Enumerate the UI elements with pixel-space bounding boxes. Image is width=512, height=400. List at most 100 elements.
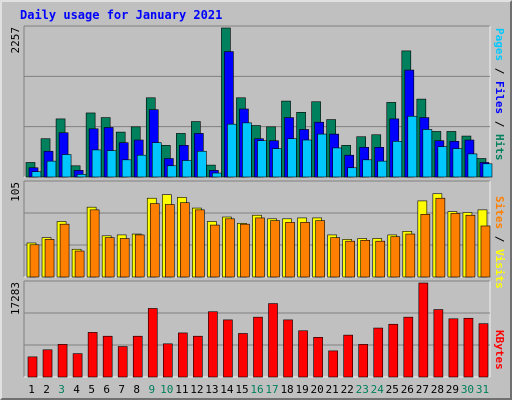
kbytes-bar <box>162 343 173 378</box>
kbytes-bar <box>208 311 218 378</box>
sites-bar <box>59 223 70 278</box>
sites-bar <box>450 213 461 278</box>
pages-bar <box>91 149 102 178</box>
sites-bar <box>210 224 220 278</box>
pages-bar <box>287 138 297 178</box>
sites-bar <box>435 197 446 278</box>
sites-bar <box>465 214 476 278</box>
pages-bar <box>347 167 357 178</box>
day-label: 15 <box>235 383 248 396</box>
sites-bar <box>119 238 130 278</box>
kbytes-bar <box>57 344 68 378</box>
sites-bar <box>285 222 295 278</box>
pages-bar <box>227 123 237 178</box>
day-label: 18 <box>280 383 293 396</box>
kbytes-bar <box>463 317 474 378</box>
pages-bar <box>136 154 147 178</box>
pages-bar <box>362 159 373 178</box>
sites-bar <box>104 237 115 278</box>
kbytes-bar <box>27 356 38 378</box>
sites-bar <box>44 239 55 278</box>
sites-bar <box>480 225 491 278</box>
sites-bar <box>300 222 310 278</box>
pages-bar <box>422 129 433 178</box>
sites-bar <box>330 237 340 278</box>
pages-bar <box>242 122 252 178</box>
kbytes-bar <box>238 333 248 378</box>
legend-kbytes: KBytes <box>493 330 506 370</box>
kbytes-bar <box>283 319 293 378</box>
day-label: 24 <box>371 383 385 396</box>
sites-bar <box>360 239 371 278</box>
kbytes-bar <box>102 335 113 378</box>
sites-bar <box>345 240 355 278</box>
pages-bar <box>257 140 267 178</box>
day-label: 8 <box>133 383 140 396</box>
y-max-label: 2257 <box>9 27 22 54</box>
day-label: 11 <box>175 383 188 396</box>
day-label: 22 <box>341 383 354 396</box>
kbytes-bar <box>403 316 414 378</box>
day-label: 3 <box>58 383 65 396</box>
day-label: 7 <box>118 383 125 396</box>
pages-bar <box>332 147 342 178</box>
chart-title: Daily usage for January 2021 <box>20 8 222 22</box>
legend-hits: Hits <box>493 134 506 161</box>
legend-files: Files <box>493 81 506 114</box>
pages-bar <box>407 115 418 178</box>
kbytes-bar <box>343 334 353 378</box>
y-max-label: 105 <box>9 182 22 202</box>
pages-bar <box>166 165 177 178</box>
kbytes-bar <box>358 344 369 378</box>
sites-bar <box>315 220 325 278</box>
day-label: 10 <box>160 383 173 396</box>
pages-bar <box>182 160 192 178</box>
sites-bar <box>375 240 386 278</box>
sites-bar <box>180 202 190 278</box>
kbytes-bar <box>132 335 143 378</box>
kbytes-bar <box>388 323 399 378</box>
sites-legend: Sites / Visits <box>493 196 506 289</box>
sites-bar <box>390 236 401 278</box>
sites-bar <box>89 209 100 278</box>
kbytes-legend: KBytes <box>493 330 506 370</box>
pages-bar <box>31 171 42 178</box>
kbytes-bar <box>373 327 384 378</box>
day-label: 14 <box>220 383 234 396</box>
kbytes-bar <box>268 303 278 378</box>
kbytes-bar <box>478 323 489 378</box>
kbytes-bar <box>193 335 203 378</box>
pages-bar <box>467 153 478 178</box>
sites-bar <box>134 234 145 278</box>
kbytes-bar <box>178 332 188 378</box>
kbytes-bar <box>433 309 444 378</box>
day-label: 28 <box>431 383 444 396</box>
hits-legend: Pages / Files / Hits <box>493 28 506 161</box>
sites-bar <box>405 233 416 278</box>
kbytes-bar <box>72 353 83 378</box>
pages-bar <box>212 172 222 178</box>
day-label: 17 <box>265 383 278 396</box>
sites-bar <box>74 250 85 278</box>
pages-bar <box>482 163 493 178</box>
kbytes-bar <box>223 319 233 378</box>
sites-bar <box>164 204 175 278</box>
day-label: 29 <box>446 383 459 396</box>
day-label: 6 <box>103 383 110 396</box>
pages-bar <box>437 146 448 178</box>
kbytes-bar <box>418 282 429 378</box>
pages-bar <box>151 142 162 178</box>
day-label: 21 <box>326 383 339 396</box>
day-label: 26 <box>401 383 414 396</box>
pages-bar <box>302 139 312 178</box>
day-label: 25 <box>386 383 399 396</box>
kbytes-bar <box>147 308 158 378</box>
pages-bar <box>317 133 327 178</box>
day-label: 2 <box>43 383 50 396</box>
day-label: 19 <box>295 383 308 396</box>
sites-bar <box>149 203 160 278</box>
day-label: 4 <box>73 383 80 396</box>
sites-bar <box>29 244 40 278</box>
day-label: 23 <box>356 383 369 396</box>
